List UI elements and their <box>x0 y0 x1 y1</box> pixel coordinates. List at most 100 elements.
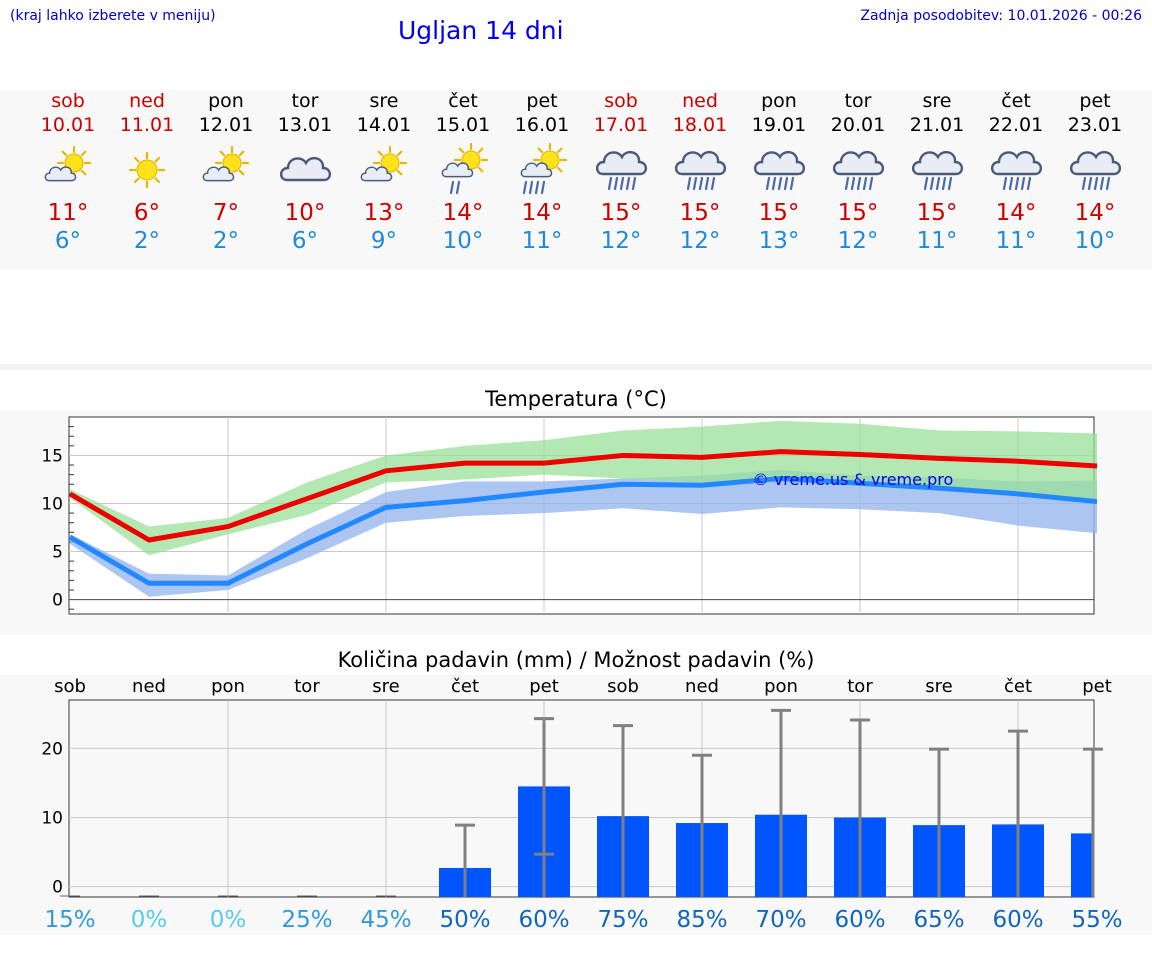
precip-chance: 0% <box>210 907 247 933</box>
partly-sunny-icon <box>202 145 250 182</box>
day-date: 10.01 <box>40 114 96 136</box>
precipitation-panel: 0 10 20 sob ned pon tor sre čet pet sob ned pon tor sr… <box>0 675 1152 935</box>
forecast-day: sob 17.01 15° 12° <box>581 90 661 256</box>
day-label: sre <box>372 676 399 697</box>
forecast-day: čet 15.01 14° 10° <box>423 90 503 256</box>
rain-cloud-icon <box>990 150 1043 191</box>
day-name: čet <box>1001 90 1031 112</box>
day-name: sre <box>369 90 399 112</box>
rain-shape <box>1002 176 1032 191</box>
precipitation-chart: 0 10 20 sob ned pon tor sre čet pet sob ned pon tor sr… <box>41 676 1122 933</box>
weather-icon-slot <box>1055 140 1135 200</box>
temperature-panel: 0 5 10 15 © vreme.us & vreme.pro <box>0 410 1152 635</box>
day-date: 18.01 <box>672 114 728 136</box>
cloud-shape <box>832 150 885 176</box>
max-temp: 14° <box>1074 200 1116 226</box>
forecast-day: pet 23.01 14° 10° <box>1055 90 1135 256</box>
precip-chance: 15% <box>44 907 95 933</box>
max-temp-line <box>68 449 1098 543</box>
day-label: čet <box>451 676 479 697</box>
max-temp: 11° <box>47 200 89 226</box>
precip-chance: 70% <box>755 907 806 933</box>
day-label: pon <box>764 676 798 697</box>
day-date: 12.01 <box>198 114 254 136</box>
weather-icon-slot <box>423 140 503 200</box>
forecast-day: pon 19.01 15° 13° <box>739 90 819 256</box>
weather-icon-slot <box>897 140 977 200</box>
rain-shape <box>449 180 461 195</box>
day-name: sob <box>604 90 638 112</box>
y-tick-label: 10 <box>41 809 63 829</box>
max-temp: 15° <box>916 200 958 226</box>
precip-chance: 0% <box>131 907 168 933</box>
day-name: sob <box>51 90 85 112</box>
day-name: ned <box>682 90 718 112</box>
weather-icon-slot <box>502 140 582 200</box>
min-temp: 9° <box>370 228 398 254</box>
day-label: sob <box>54 676 86 697</box>
precip-chance: 65% <box>913 907 964 933</box>
min-temp: 2° <box>212 228 240 254</box>
min-temp: 6° <box>54 228 82 254</box>
page-title: Ugljan 14 dni <box>398 16 564 45</box>
forecast-day: pon 12.01 7° 2° <box>186 90 266 256</box>
precipitation-chart-title: Količina padavin (mm) / Možnost padavin … <box>337 648 815 672</box>
day-name: pon <box>208 90 244 112</box>
max-temp: 15° <box>837 200 879 226</box>
y-tick-label: 5 <box>52 543 63 563</box>
cloud-shape <box>360 166 393 182</box>
rain-shape <box>686 176 716 191</box>
y-tick-label: 10 <box>41 494 63 514</box>
temperature-chart: 0 5 10 15 © vreme.us & vreme.pro <box>41 416 1098 615</box>
rain-cloud-icon <box>1069 150 1122 191</box>
y-tick-label: 15 <box>41 446 63 466</box>
day-date: 16.01 <box>514 114 570 136</box>
y-tick-label: 0 <box>52 591 63 611</box>
precip-chance: 85% <box>676 907 727 933</box>
forecast-day: čet 22.01 14° 11° <box>976 90 1056 256</box>
forecast-day: tor 20.01 15° 12° <box>818 90 898 256</box>
sun-shower-icon <box>441 142 489 195</box>
rain-cloud-icon <box>753 150 806 191</box>
weather-icon-slot <box>818 140 898 200</box>
day-date: 21.01 <box>909 114 965 136</box>
forecast-day: pet 16.01 14° 11° <box>502 90 582 256</box>
day-label: ned <box>685 676 719 697</box>
weather-icon-slot <box>976 140 1056 200</box>
sun-shape <box>128 151 166 189</box>
min-temp: 12° <box>837 228 879 254</box>
day-label: tor <box>847 676 873 697</box>
forecast-day: ned 11.01 6° 2° <box>107 90 187 256</box>
partly-sunny-icon <box>360 145 408 182</box>
precip-chance: 60% <box>992 907 1043 933</box>
divider <box>0 364 1152 370</box>
day-name: sre <box>922 90 952 112</box>
rain-shape <box>923 176 953 191</box>
rain-cloud-icon <box>674 150 727 191</box>
day-label: čet <box>1004 676 1032 697</box>
max-temp: 13° <box>363 200 405 226</box>
rain-shape <box>844 176 874 191</box>
day-date: 15.01 <box>435 114 491 136</box>
day-label: sre <box>925 676 952 697</box>
min-temp: 12° <box>679 228 721 254</box>
weather-icon-slot <box>739 140 819 200</box>
max-temp: 14° <box>995 200 1037 226</box>
precip-chance: 50% <box>439 907 490 933</box>
y-tick-label: 20 <box>41 739 63 759</box>
min-temp: 12° <box>600 228 642 254</box>
precip-chance: 75% <box>597 907 648 933</box>
sun-rain-icon <box>520 142 568 195</box>
min-temp-band <box>70 469 1097 597</box>
min-temp: 2° <box>133 228 161 254</box>
min-temp: 10° <box>442 228 484 254</box>
rain-shape <box>765 176 795 191</box>
rain-shape <box>607 176 637 191</box>
weather-icon-slot <box>28 140 108 200</box>
cloud-shape <box>990 150 1043 176</box>
precip-chance: 60% <box>518 907 569 933</box>
day-name: pet <box>526 90 558 112</box>
day-date: 23.01 <box>1067 114 1123 136</box>
weather-icon-slot <box>344 140 424 200</box>
forecast-day: sre 14.01 13° 9° <box>344 90 424 256</box>
